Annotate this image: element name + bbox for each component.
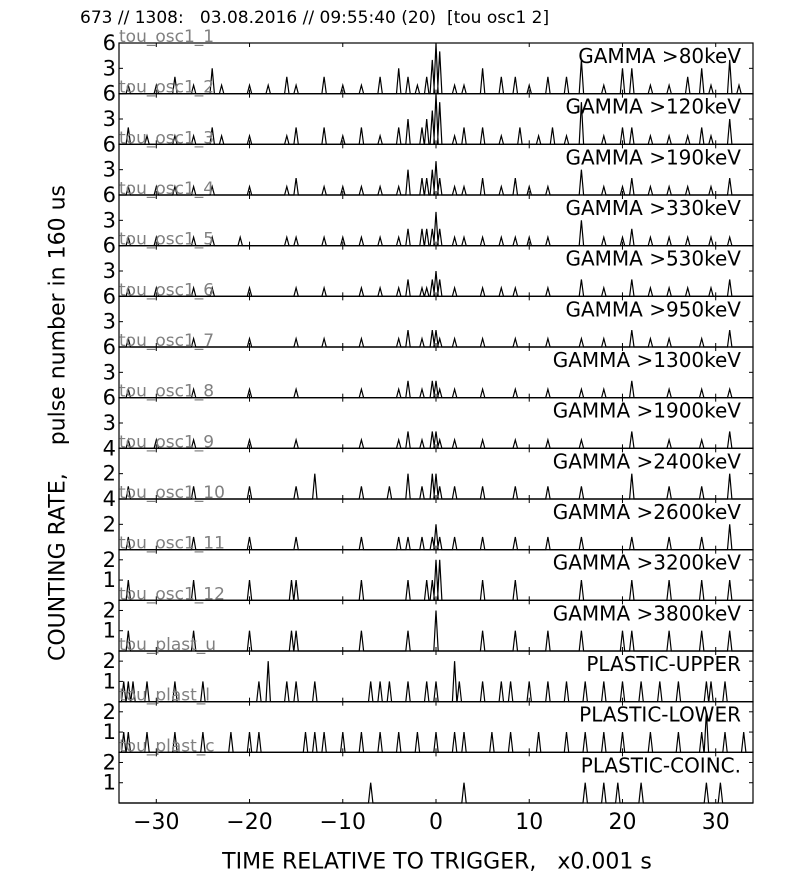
y-tick-label-tou_plast_l: 1 [103, 720, 116, 744]
chart-header-title: 673 // 1308: 03.08.2016 // 09:55:40 (20)… [80, 8, 550, 28]
series-name-tou_osc1_3: GAMMA >190keV [565, 145, 741, 169]
x-axis-label: TIME RELATIVE TO TRIGGER, x0.001 s [222, 849, 652, 875]
y-tick-label-tou_osc1_7: 3 [103, 360, 116, 384]
y-tick-label-tou_osc1_12: 1 [103, 619, 116, 643]
channel-label-tou_plast_u: tou_plast_u [119, 635, 216, 655]
channel-label-tou_osc1_8: tou_osc1_8 [119, 382, 214, 402]
y-tick-label-tou_osc1_6: 6 [103, 284, 116, 308]
y-tick-label-tou_plast_l: 2 [103, 700, 116, 724]
y-tick-label-tou_osc1_6: 3 [103, 310, 116, 334]
series-line-tou_osc1_5 [119, 270, 753, 297]
y-tick-label-tou_plast_u: 1 [103, 669, 116, 693]
x-tick-label: −30 [133, 810, 179, 835]
x-tick-label: −10 [320, 810, 366, 835]
series-line-tou_osc1_9 [119, 473, 753, 500]
channel-label-tou_osc1_7: tou_osc1_7 [119, 331, 214, 351]
y-tick-label-tou_osc1_1: 6 [103, 31, 116, 55]
channel-label-tou_osc1_4: tou_osc1_4 [119, 179, 214, 199]
y-tick-label-tou_osc1_4: 3 [103, 208, 116, 232]
channel-label-tou_osc1_2: tou_osc1_2 [119, 78, 214, 98]
series-name-tou_osc1_8: GAMMA >1900keV [553, 399, 742, 423]
y-tick-label-tou_osc1_11: 1 [103, 568, 116, 592]
channel-label-tou_plast_l: tou_plast_l [119, 686, 210, 706]
series-name-tou_osc1_9: GAMMA >2400keV [553, 449, 742, 473]
series-name-tou_osc1_1: GAMMA >80keV [578, 44, 741, 68]
y-tick-label-tou_plast_c: 1 [103, 771, 116, 795]
x-tick-label: −20 [226, 810, 272, 835]
series-name-tou_osc1_11: GAMMA >3200keV [553, 551, 742, 575]
y-tick-label-tou_osc1_3: 6 [103, 132, 116, 156]
series-line-tou_osc1_7 [119, 380, 753, 399]
x-tick-label: 10 [515, 810, 543, 835]
y-tick-label-tou_osc1_10: 2 [103, 512, 116, 536]
channel-label-tou_osc1_1: tou_osc1_1 [119, 27, 214, 47]
series-name-tou_osc1_5: GAMMA >530keV [565, 247, 741, 271]
channel-label-tou_osc1_3: tou_osc1_3 [119, 128, 214, 148]
channel-label-tou_osc1_6: tou_osc1_6 [119, 280, 214, 300]
series-name-tou_osc1_6: GAMMA >950keV [565, 297, 741, 321]
x-tick-label: 30 [702, 810, 730, 835]
series-name-tou_osc1_12: GAMMA >3800keV [553, 601, 742, 625]
channel-label-tou_plast_c: tou_plast_c [119, 736, 215, 756]
series-line-tou_osc1_12 [119, 610, 753, 652]
y-tick-label-tou_osc1_8: 6 [103, 386, 116, 410]
x-tick-label: 20 [608, 810, 636, 835]
series-line-tou_osc1_8 [119, 431, 753, 449]
channel-label-tou_osc1_9: tou_osc1_9 [119, 432, 214, 452]
series-name-tou_plast_u: PLASTIC-UPPER [586, 652, 741, 676]
series-line-tou_osc1_6 [119, 330, 753, 348]
series-name-tou_plast_c: PLASTIC-COINC. [581, 753, 741, 777]
channel-label-tou_osc1_11: tou_osc1_11 [119, 534, 225, 554]
panel-frame-tou_plast_c [118, 751, 754, 804]
series-name-tou_osc1_7: GAMMA >1300keV [553, 348, 742, 372]
y-tick-label-tou_osc1_4: 6 [103, 183, 116, 207]
y-tick-label-tou_osc1_8: 3 [103, 411, 116, 435]
y-tick-label-tou_plast_c: 2 [103, 750, 116, 774]
channel-label-tou_osc1_12: tou_osc1_12 [119, 584, 225, 604]
channel-label-tou_osc1_5: tou_osc1_5 [119, 230, 214, 250]
y-tick-label-tou_osc1_5: 3 [103, 259, 116, 283]
y-tick-label-tou_osc1_3: 3 [103, 158, 116, 182]
y-tick-label-tou_plast_u: 2 [103, 649, 116, 673]
y-tick-label-tou_osc1_9: 2 [103, 462, 116, 486]
channel-label-tou_osc1_10: tou_osc1_10 [119, 483, 225, 503]
x-tick-label: 0 [429, 810, 443, 835]
series-name-tou_osc1_4: GAMMA >330keV [565, 196, 741, 220]
y-tick-label-tou_osc1_1: 3 [103, 56, 116, 80]
series-name-tou_osc1_2: GAMMA >120keV [565, 95, 741, 119]
y-tick-label-tou_osc1_10: 4 [103, 487, 116, 511]
y-tick-label-tou_osc1_9: 4 [103, 436, 116, 460]
series-line-tou_osc1_3 [119, 161, 753, 196]
y-tick-label-tou_osc1_7: 6 [103, 335, 116, 359]
series-name-tou_plast_l: PLASTIC-LOWER [579, 703, 741, 727]
y-tick-label-tou_osc1_11: 2 [103, 548, 116, 572]
series-name-tou_osc1_10: GAMMA >2600keV [553, 500, 742, 524]
y-tick-label-tou_osc1_12: 2 [103, 598, 116, 622]
y-tick-label-tou_osc1_5: 6 [103, 234, 116, 258]
y-tick-label-tou_osc1_2: 6 [103, 82, 116, 106]
y-tick-label-tou_osc1_2: 3 [103, 107, 116, 131]
